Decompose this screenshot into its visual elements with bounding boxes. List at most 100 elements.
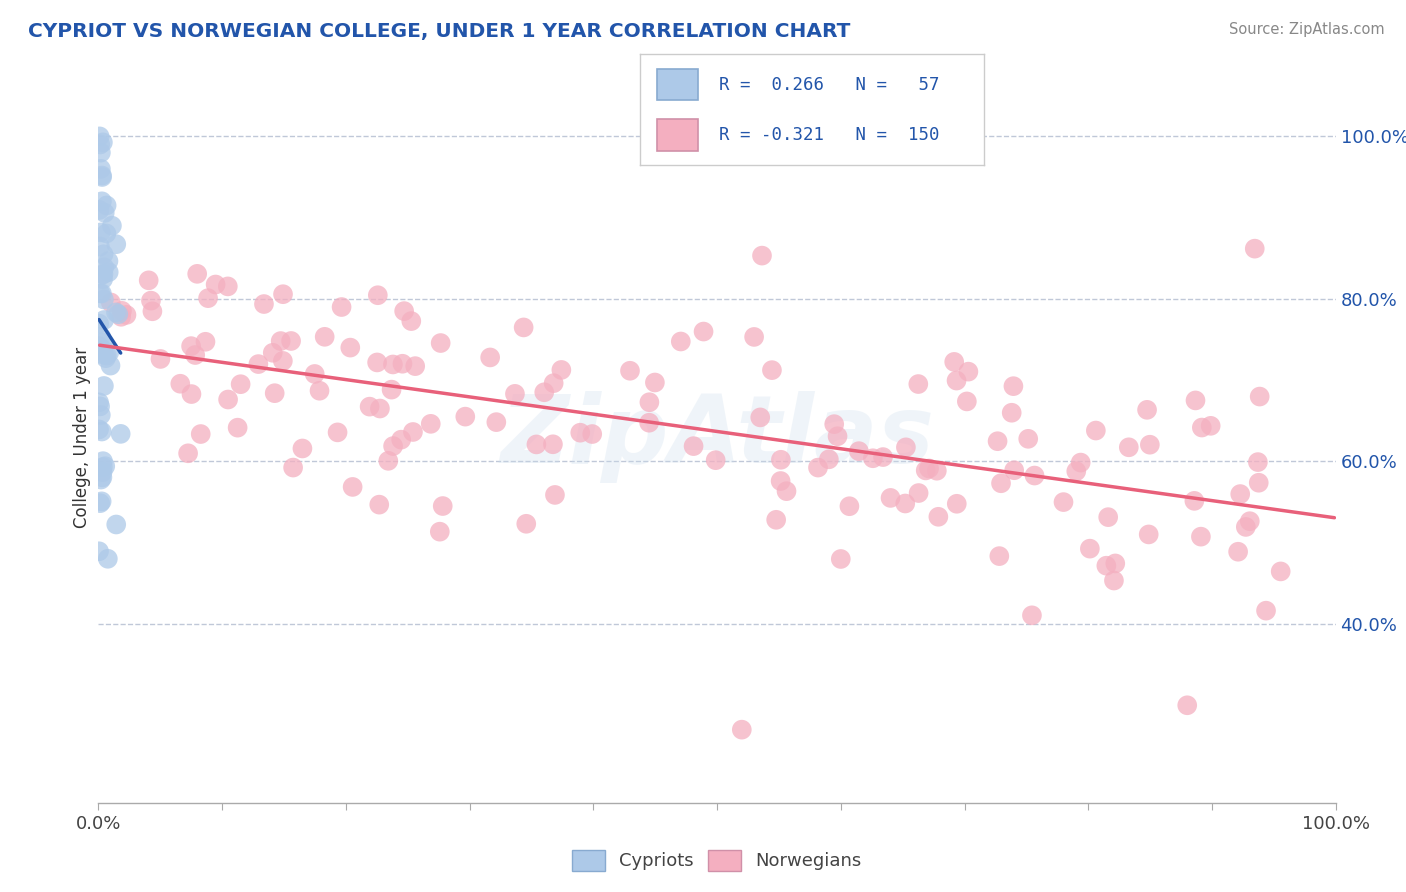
Point xyxy=(97,551,120,566)
Point xyxy=(1001,406,1024,420)
Text: R = -0.321   N =  150: R = -0.321 N = 150 xyxy=(718,126,939,144)
Point xyxy=(1227,545,1250,559)
Point xyxy=(90,425,112,439)
Point xyxy=(139,293,162,308)
Point xyxy=(217,279,239,293)
Point xyxy=(91,169,114,184)
Point xyxy=(1247,475,1270,490)
Point xyxy=(93,313,115,327)
Point xyxy=(91,272,114,286)
Point xyxy=(669,334,692,349)
Point xyxy=(91,465,114,479)
Point xyxy=(89,202,111,217)
Point xyxy=(1189,530,1212,544)
Point xyxy=(1136,402,1159,417)
Point xyxy=(432,499,454,513)
Point xyxy=(1052,495,1074,509)
Point xyxy=(1021,608,1043,623)
Point xyxy=(177,446,200,460)
Point xyxy=(180,387,202,401)
Point xyxy=(91,470,114,484)
Point xyxy=(827,429,849,443)
Point xyxy=(1199,418,1222,433)
Point xyxy=(270,334,292,348)
Point xyxy=(271,287,294,301)
Point xyxy=(91,268,114,282)
Point xyxy=(429,336,451,351)
Point xyxy=(404,359,426,373)
Text: ZipAtlas: ZipAtlas xyxy=(501,391,934,483)
Point xyxy=(918,461,941,475)
Point xyxy=(848,444,870,458)
Point xyxy=(326,425,349,440)
Point xyxy=(91,460,114,475)
Point xyxy=(89,239,111,253)
Point xyxy=(907,486,929,500)
Point xyxy=(391,357,413,371)
Point xyxy=(149,351,172,366)
Point xyxy=(990,476,1012,491)
Point xyxy=(894,496,917,510)
Text: R =  0.266   N =   57: R = 0.266 N = 57 xyxy=(718,76,939,94)
Point xyxy=(807,460,830,475)
Point xyxy=(389,433,412,447)
Point xyxy=(141,304,163,318)
Point xyxy=(89,496,111,510)
Point xyxy=(314,330,336,344)
Point xyxy=(512,320,534,334)
Point xyxy=(105,305,128,319)
Point xyxy=(93,247,115,261)
Point xyxy=(377,454,399,468)
Point xyxy=(253,297,276,311)
Point xyxy=(569,425,592,440)
Point xyxy=(1239,514,1261,528)
Point xyxy=(1102,574,1125,588)
Point xyxy=(543,376,565,391)
Point xyxy=(100,295,122,310)
Point xyxy=(731,723,754,737)
Point xyxy=(945,374,967,388)
Point xyxy=(229,377,252,392)
Point xyxy=(454,409,477,424)
Point xyxy=(402,425,425,439)
Point xyxy=(91,335,114,350)
Point xyxy=(429,524,451,539)
Point xyxy=(581,427,603,442)
Point xyxy=(1104,557,1126,571)
Point xyxy=(89,286,111,301)
Point xyxy=(280,334,302,348)
Point xyxy=(945,497,967,511)
Point xyxy=(862,451,884,466)
Point xyxy=(90,286,112,301)
Point xyxy=(184,348,207,362)
Point xyxy=(271,354,294,368)
Point xyxy=(96,198,118,212)
Point xyxy=(1229,487,1251,501)
Point xyxy=(368,498,391,512)
Point xyxy=(105,517,128,532)
Point xyxy=(94,351,117,366)
Point xyxy=(281,460,304,475)
Point xyxy=(204,277,226,292)
Point xyxy=(180,339,202,353)
Point xyxy=(749,410,772,425)
Point xyxy=(291,442,314,456)
Point xyxy=(91,169,114,183)
Point xyxy=(107,307,129,321)
Point xyxy=(368,401,391,416)
Point xyxy=(87,339,110,353)
Point xyxy=(97,254,120,268)
Point xyxy=(263,386,285,401)
Point xyxy=(342,480,364,494)
Point xyxy=(93,206,115,220)
Point xyxy=(894,440,917,454)
Bar xyxy=(657,120,699,151)
Point xyxy=(111,303,134,318)
Point xyxy=(115,308,138,322)
Point xyxy=(87,544,110,558)
Point xyxy=(359,400,381,414)
Point xyxy=(1182,494,1205,508)
Point xyxy=(927,509,949,524)
Point xyxy=(987,434,1010,449)
Point xyxy=(1024,468,1046,483)
